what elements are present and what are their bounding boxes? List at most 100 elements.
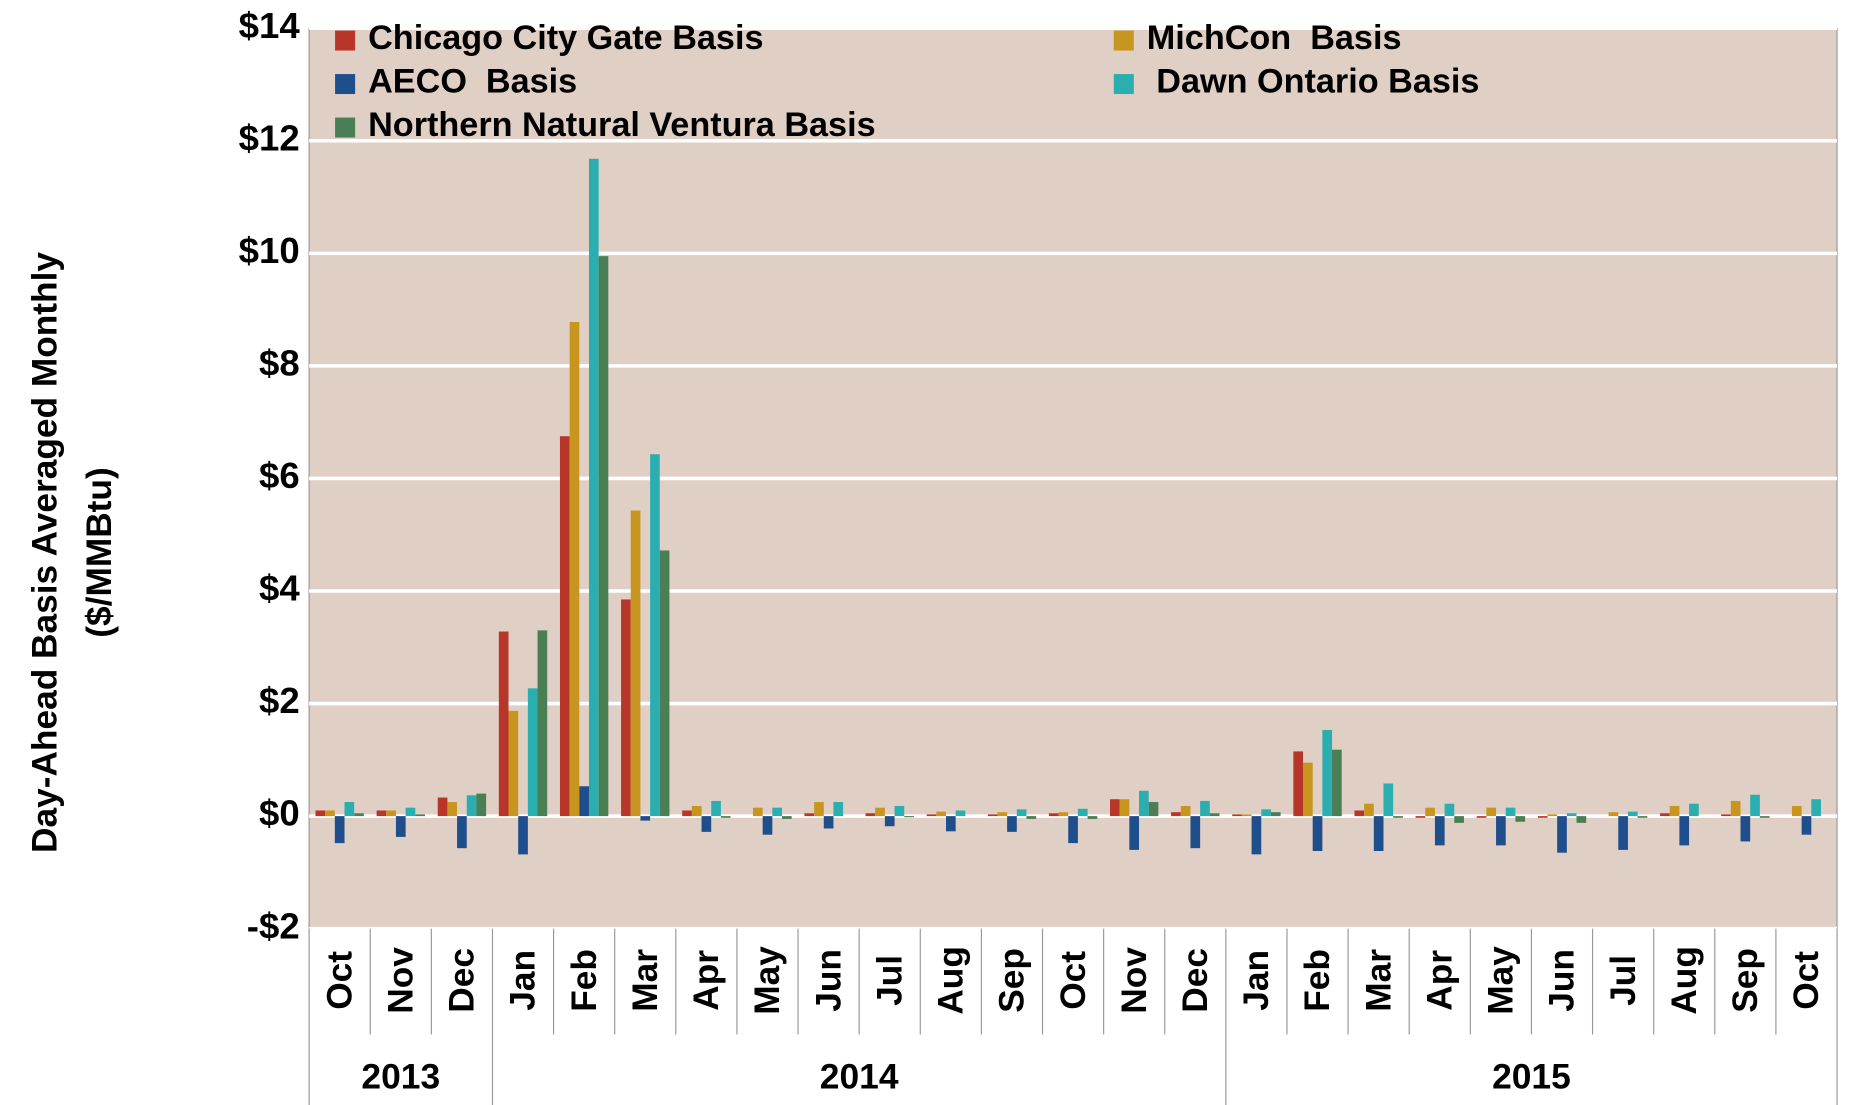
bar: [1801, 816, 1812, 835]
bar: [376, 810, 387, 817]
legend-swatch: [335, 30, 356, 51]
bar: [344, 802, 355, 817]
bar: [823, 816, 834, 829]
bar: [955, 810, 966, 817]
bar: [630, 510, 641, 817]
bar: [1373, 816, 1384, 852]
x-tick-label: Oct: [320, 951, 359, 1010]
bar: [1016, 809, 1027, 817]
legend-swatch: [1113, 30, 1134, 51]
x-tick-label: May: [748, 946, 787, 1015]
bar: [711, 800, 721, 817]
bar: [682, 810, 692, 817]
bar: [1547, 814, 1558, 817]
x-tick-label: Mar: [626, 949, 665, 1012]
y-tick-label: $2: [259, 680, 300, 721]
bar: [325, 810, 335, 817]
bar: [1261, 809, 1271, 817]
bar: [1200, 800, 1210, 817]
bar: [997, 812, 1008, 817]
x-tick-label: Dec: [443, 948, 482, 1013]
bar: [1241, 814, 1252, 817]
bar: [1007, 816, 1017, 832]
bar: [691, 805, 702, 817]
bar: [701, 816, 712, 832]
bar: [415, 814, 425, 817]
bar: [569, 321, 580, 817]
x-tick-label: Jun: [809, 949, 848, 1012]
legend-label: Chicago City Gate Basis: [368, 19, 763, 57]
bar: [1660, 813, 1670, 817]
bar: [1486, 807, 1497, 817]
bar: [1058, 812, 1069, 817]
bar: [1139, 790, 1149, 817]
x-tick-label: Aug: [931, 946, 970, 1015]
bar: [875, 807, 885, 817]
x-tick-label: Oct: [1787, 951, 1826, 1010]
bar: [650, 454, 660, 817]
x-tick-label: Jan: [1237, 950, 1276, 1011]
bar: [1740, 816, 1751, 842]
x-tick-label: Sep: [993, 948, 1032, 1013]
bar: [1232, 814, 1242, 817]
bar: [1077, 808, 1088, 817]
x-group-label: 2013: [361, 1058, 440, 1097]
y-tick-label: $4: [259, 568, 300, 609]
x-group-label: 2015: [1492, 1058, 1571, 1097]
y-tick-label: -$2: [247, 905, 300, 946]
y-tick-label: $0: [259, 793, 300, 834]
bar: [720, 816, 731, 818]
legend-label: MichCon Basis: [1147, 19, 1402, 57]
x-tick-label: Jan: [504, 950, 543, 1011]
y-axis-title: ($/MMBtu): [80, 467, 119, 637]
bar: [904, 816, 914, 818]
bar: [405, 807, 416, 817]
bar: [884, 816, 895, 827]
bar: [395, 816, 406, 837]
legend-swatch: [1113, 74, 1134, 95]
bar: [498, 631, 509, 817]
bar: [762, 816, 773, 835]
bar: [1129, 816, 1140, 850]
bar: [1730, 800, 1741, 817]
bar: [1505, 807, 1516, 817]
bar: [334, 816, 345, 844]
bar: [1332, 749, 1342, 817]
bar: [1048, 813, 1059, 817]
legend-swatch: [335, 74, 356, 95]
bar: [1496, 816, 1506, 846]
bar: [1476, 816, 1487, 818]
legend-label: Dawn Ontario Basis: [1147, 63, 1480, 101]
x-tick-label: Sep: [1726, 948, 1765, 1013]
bar: [588, 158, 599, 817]
bar: [518, 816, 528, 855]
bar: [1190, 816, 1201, 849]
bar: [894, 805, 905, 817]
y-tick-label: $8: [259, 343, 300, 384]
legend-label: Northern Natural Ventura Basis: [368, 106, 875, 144]
x-tick-label: Mar: [1359, 949, 1398, 1012]
bar: [1322, 730, 1333, 817]
bar: [1180, 805, 1191, 817]
bar: [1087, 816, 1098, 819]
x-tick-label: Jun: [1543, 949, 1582, 1012]
x-tick-label: Apr: [687, 950, 726, 1011]
bar: [476, 793, 487, 817]
x-tick-label: Jul: [1604, 955, 1643, 1006]
bar: [437, 797, 448, 817]
x-tick-label: Oct: [1054, 951, 1093, 1010]
bar: [1537, 816, 1548, 818]
bar: [1251, 816, 1262, 855]
bar: [640, 816, 651, 821]
bar: [1364, 803, 1374, 817]
bar: [1721, 814, 1731, 817]
bar: [315, 810, 326, 817]
bar: [1425, 807, 1435, 817]
bar: [772, 807, 783, 817]
bar: [1759, 816, 1770, 818]
bar: [1679, 816, 1690, 846]
x-tick-label: Aug: [1665, 946, 1704, 1015]
bar: [1627, 811, 1638, 817]
x-tick-label: Nov: [1115, 947, 1154, 1014]
